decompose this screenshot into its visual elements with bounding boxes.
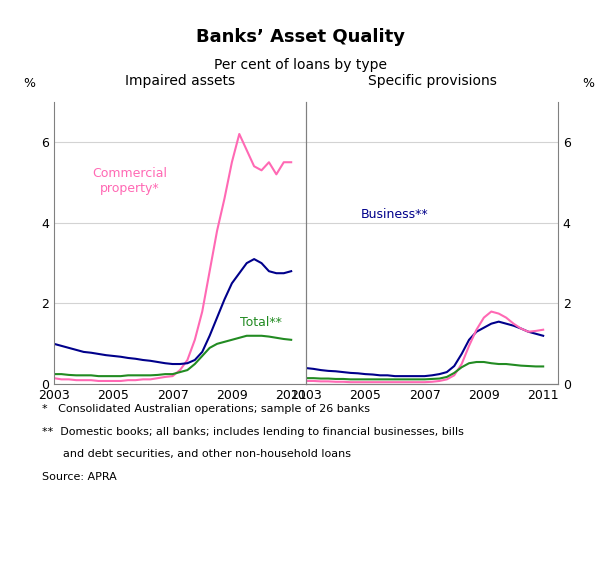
Text: %: %	[582, 77, 594, 90]
Text: and debt securities, and other non-household loans: and debt securities, and other non-house…	[42, 449, 351, 459]
Text: Impaired assets: Impaired assets	[125, 73, 235, 88]
Text: Total**: Total**	[240, 315, 281, 329]
Text: %: %	[23, 77, 35, 90]
Text: Specific provisions: Specific provisions	[368, 73, 496, 88]
Text: Banks’ Asset Quality: Banks’ Asset Quality	[196, 28, 404, 46]
Text: Business**: Business**	[361, 208, 428, 221]
Text: Per cent of loans by type: Per cent of loans by type	[214, 58, 386, 72]
Text: *   Consolidated Australian operations; sample of 26 banks: * Consolidated Australian operations; sa…	[42, 404, 370, 414]
Text: **  Domestic books; all banks; includes lending to financial businesses, bills: ** Domestic books; all banks; includes l…	[42, 427, 464, 437]
Text: Source: APRA: Source: APRA	[42, 472, 117, 482]
Text: Commercial
property*: Commercial property*	[92, 167, 167, 195]
